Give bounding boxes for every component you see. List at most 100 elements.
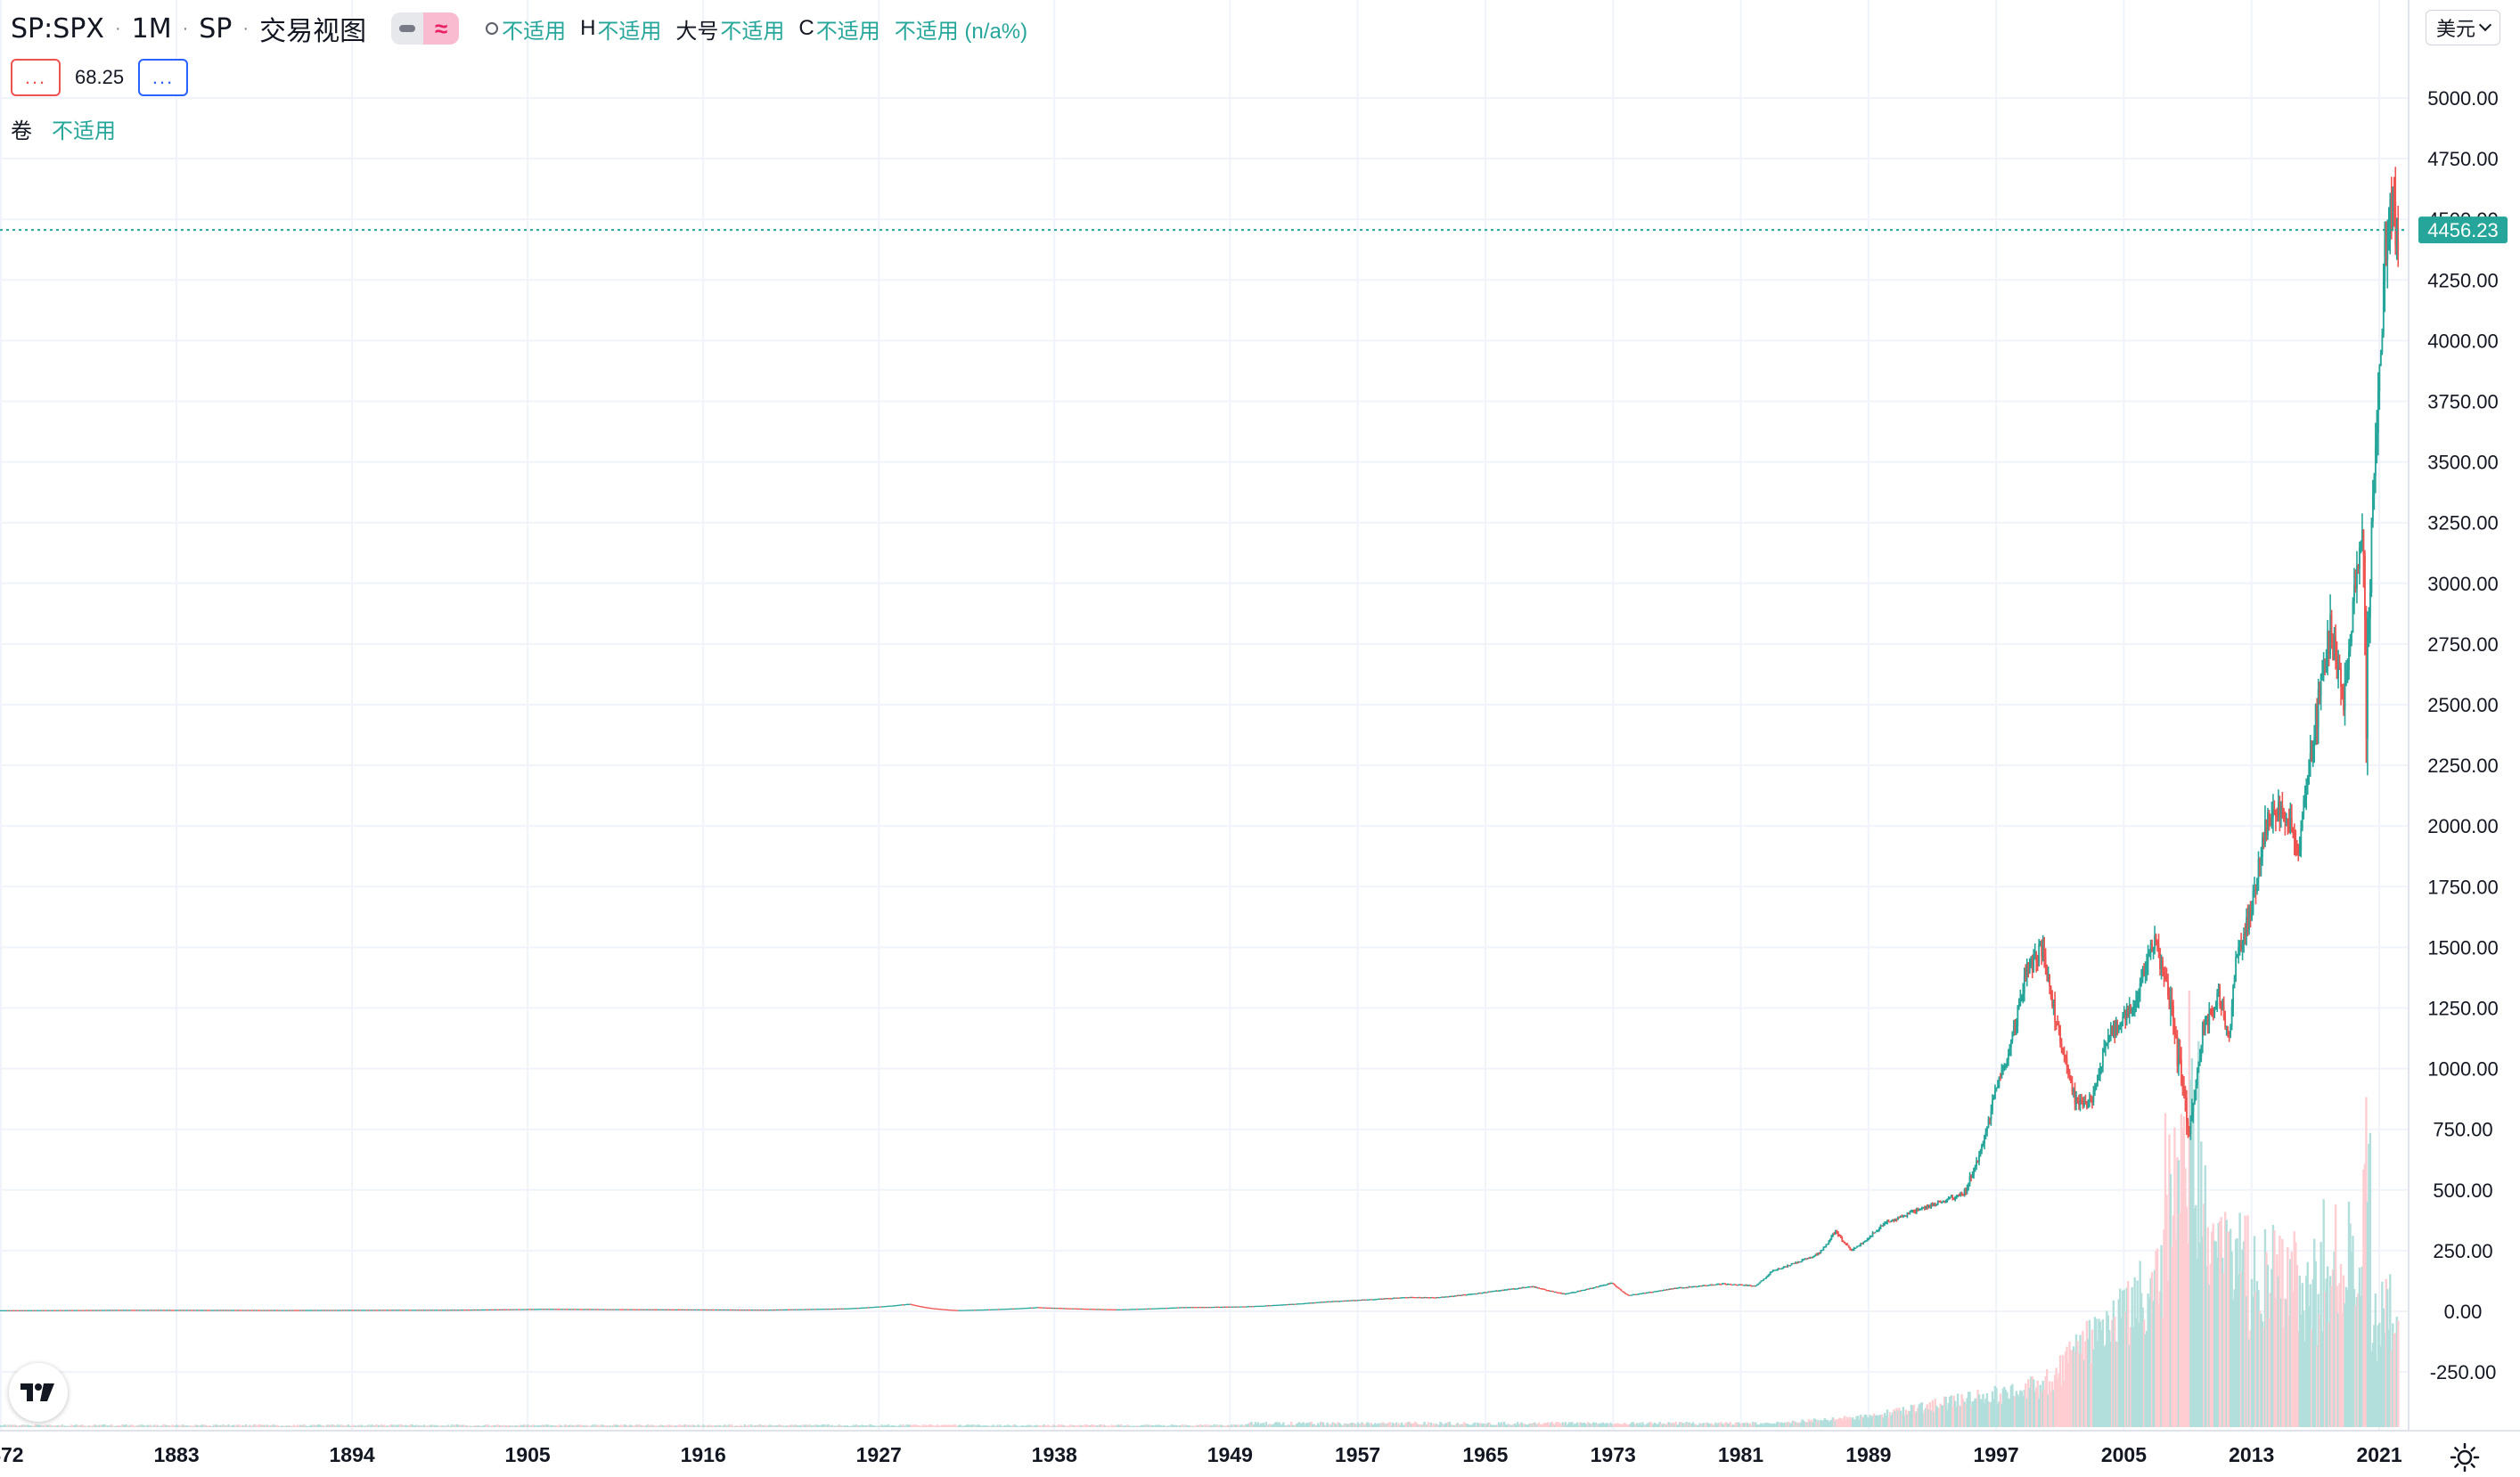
volume-bar bbox=[1355, 1424, 1358, 1427]
volume-bar bbox=[401, 1425, 405, 1427]
volume-bar bbox=[2363, 1163, 2367, 1427]
volume-bar bbox=[1403, 1424, 1406, 1427]
volume-bar bbox=[1362, 1423, 1365, 1427]
volume-bar bbox=[884, 1424, 888, 1427]
volume-bar bbox=[1211, 1425, 1215, 1427]
volume-bar bbox=[1901, 1414, 1903, 1427]
volume-bar bbox=[258, 1424, 261, 1427]
volume-bar bbox=[1259, 1423, 1263, 1427]
candle-body bbox=[1436, 1297, 1439, 1299]
volume-bar bbox=[1323, 1424, 1326, 1427]
volume-bar bbox=[1054, 1425, 1058, 1427]
volume-bar bbox=[781, 1425, 785, 1427]
volume-bar bbox=[802, 1424, 805, 1427]
volume-bar bbox=[347, 1424, 350, 1427]
volume-bar bbox=[380, 1424, 383, 1427]
volume-bar bbox=[2303, 1341, 2306, 1427]
volume-bar bbox=[1563, 1424, 1566, 1427]
volume-bar bbox=[752, 1425, 756, 1427]
volume-bar bbox=[500, 1425, 503, 1427]
volume-bar bbox=[383, 1424, 386, 1427]
volume-bar bbox=[1812, 1418, 1816, 1427]
candle-body bbox=[1687, 1286, 1690, 1289]
volume-bar bbox=[1660, 1423, 1663, 1427]
volume-bar bbox=[158, 1425, 161, 1427]
volume-bar bbox=[934, 1425, 937, 1427]
candle-body bbox=[888, 1305, 889, 1307]
candle-body bbox=[1270, 1305, 1272, 1307]
volume-bar bbox=[595, 1425, 599, 1427]
volume-bar bbox=[879, 1425, 882, 1427]
candle-body bbox=[1811, 1257, 1812, 1259]
volume-bar bbox=[2328, 1276, 2332, 1427]
volume-bar bbox=[992, 1424, 995, 1427]
volume-bar bbox=[1469, 1424, 1471, 1427]
volume-bar bbox=[2085, 1320, 2089, 1427]
candle-body bbox=[1291, 1303, 1294, 1305]
volume-bar bbox=[1097, 1425, 1100, 1427]
volume-bar bbox=[1040, 1425, 1043, 1427]
candle-body bbox=[1752, 1285, 1755, 1287]
volume-bar bbox=[1387, 1423, 1390, 1427]
volume-bar bbox=[2331, 1269, 2335, 1427]
candle-body bbox=[1401, 1297, 1403, 1299]
volume-bar bbox=[1452, 1424, 1455, 1427]
volume-bar bbox=[1308, 1422, 1312, 1427]
volume-bar bbox=[98, 1424, 101, 1427]
volume-bar bbox=[1888, 1412, 1892, 1427]
volume-bar bbox=[2338, 1283, 2341, 1427]
candle-body bbox=[2001, 1065, 2004, 1069]
volume-bar bbox=[1395, 1422, 1398, 1427]
volume-bar bbox=[536, 1424, 539, 1427]
candle-body bbox=[1673, 1287, 1676, 1289]
candle-body bbox=[1920, 1208, 1923, 1210]
volume-bar bbox=[1772, 1423, 1776, 1427]
candle-body bbox=[1266, 1305, 1269, 1307]
volume-bar bbox=[624, 1424, 626, 1427]
candle-body bbox=[1283, 1304, 1286, 1306]
volume-bar bbox=[1904, 1409, 1908, 1427]
candle-body bbox=[1994, 1089, 1996, 1098]
volume-bar bbox=[2241, 1249, 2244, 1427]
volume-bar bbox=[1879, 1415, 1882, 1427]
volume-bar bbox=[573, 1425, 576, 1427]
volume-bar bbox=[1534, 1424, 1538, 1427]
volume-bar bbox=[1512, 1424, 1515, 1427]
volume-bar bbox=[1399, 1424, 1402, 1427]
volume-bar bbox=[1737, 1422, 1740, 1427]
volume-bar bbox=[2370, 1351, 2373, 1427]
volume-bar bbox=[1896, 1409, 1900, 1427]
candle-body bbox=[1197, 1307, 1199, 1309]
volume-bar bbox=[2055, 1367, 2058, 1427]
volume-bar bbox=[1375, 1424, 1379, 1427]
volume-bar bbox=[1428, 1424, 1431, 1427]
volume-bar bbox=[1463, 1422, 1466, 1427]
volume-bar bbox=[187, 1425, 190, 1427]
candle-body bbox=[6, 1310, 9, 1311]
candle-body bbox=[1869, 1236, 1871, 1239]
volume-bar bbox=[1926, 1404, 1929, 1427]
candle-body bbox=[1834, 1230, 1837, 1235]
candle-body bbox=[592, 1309, 594, 1310]
volume-bar bbox=[2190, 1057, 2194, 1427]
candle-body bbox=[36, 1310, 38, 1311]
candle-body bbox=[1822, 1247, 1825, 1251]
volume-bar bbox=[894, 1425, 896, 1427]
volume-bar bbox=[1548, 1424, 1551, 1427]
candle-body bbox=[1897, 1217, 1899, 1220]
volume-bar bbox=[2376, 1360, 2378, 1427]
volume-bar bbox=[1041, 1425, 1044, 1427]
volume-bar bbox=[143, 1425, 146, 1427]
volume-bar bbox=[2349, 1223, 2352, 1427]
candle-body bbox=[1564, 1293, 1567, 1295]
volume-bar bbox=[556, 1425, 559, 1427]
volume-bar bbox=[980, 1425, 983, 1427]
volume-bar bbox=[1170, 1424, 1174, 1427]
candle-body bbox=[2082, 1101, 2084, 1106]
volume-bar bbox=[1967, 1391, 1970, 1427]
volume-bar bbox=[2397, 1320, 2400, 1427]
volume-bar bbox=[1629, 1424, 1632, 1427]
volume-bar bbox=[1958, 1405, 1960, 1427]
volume-bar bbox=[479, 1425, 481, 1427]
